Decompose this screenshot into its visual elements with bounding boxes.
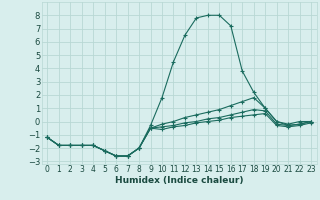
X-axis label: Humidex (Indice chaleur): Humidex (Indice chaleur) bbox=[115, 176, 244, 185]
